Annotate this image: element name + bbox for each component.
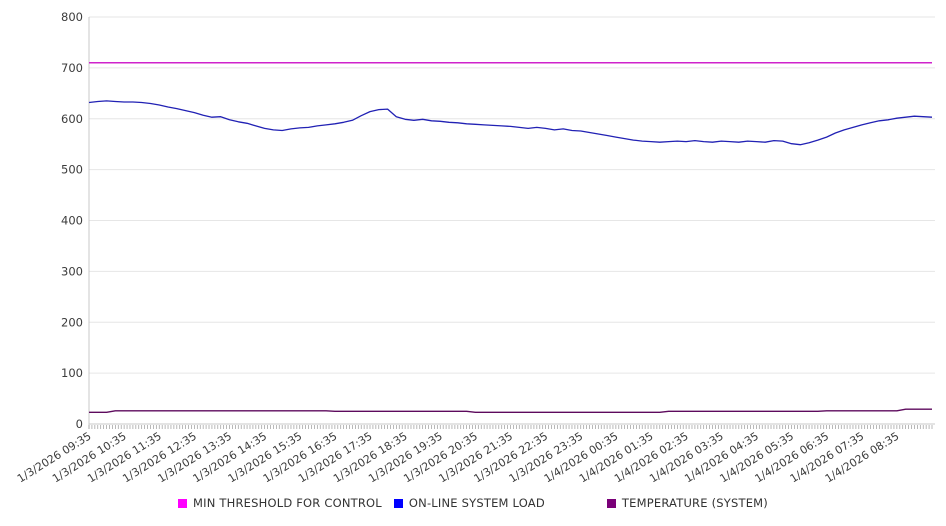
legend-swatch-min-threshold-icon <box>178 498 188 508</box>
legend-label-system-load: ON-LINE SYSTEM LOAD <box>408 496 545 510</box>
y-axis-tick-label: 500 <box>61 163 83 177</box>
legend-swatch-system-load-icon <box>393 498 403 508</box>
y-axis-tick-label: 100 <box>61 366 83 380</box>
y-axis-tick-label: 0 <box>76 417 83 431</box>
legend-item-system-load: ON-LINE SYSTEM LOAD <box>393 496 545 510</box>
chart-legend: MIN THRESHOLD FOR CONTROL ON-LINE SYSTEM… <box>0 496 946 510</box>
y-axis-tick-label: 200 <box>61 315 83 329</box>
legend-label-temperature: TEMPERATURE (SYSTEM) <box>621 496 768 510</box>
legend-item-min-threshold: MIN THRESHOLD FOR CONTROL <box>178 496 382 510</box>
legend-label-min-threshold: MIN THRESHOLD FOR CONTROL <box>193 496 382 510</box>
y-axis-tick-label: 800 <box>61 10 83 24</box>
data-series-line <box>89 408 932 413</box>
data-series-line <box>88 100 933 146</box>
y-axis-tick-label: 300 <box>61 264 83 278</box>
legend-swatch-temperature-icon <box>606 498 616 508</box>
legend-item-temperature: TEMPERATURE (SYSTEM) <box>606 496 768 510</box>
y-axis-tick-label: 700 <box>61 61 83 75</box>
y-axis-tick-label: 600 <box>61 112 83 126</box>
y-axis-tick-label: 400 <box>61 214 83 228</box>
